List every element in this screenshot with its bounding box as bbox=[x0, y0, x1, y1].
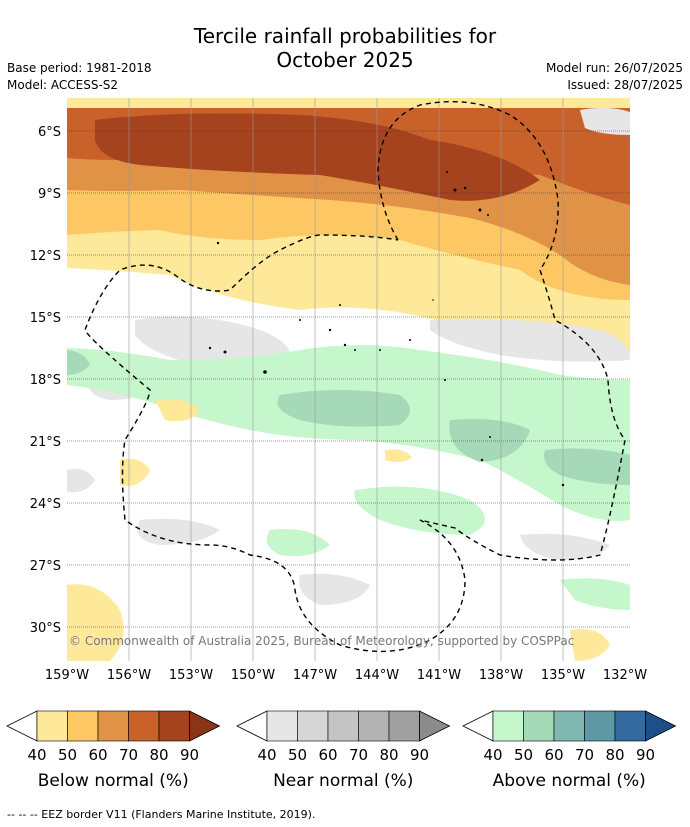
lon-label: 141°W bbox=[417, 668, 461, 683]
legend-tick: 60 bbox=[88, 746, 108, 764]
legend-swatch bbox=[358, 710, 390, 742]
legend-tick: 40 bbox=[27, 746, 47, 764]
legend-swatch bbox=[614, 710, 646, 742]
legend-tick: 70 bbox=[118, 746, 139, 764]
lon-label: 144°W bbox=[355, 668, 399, 683]
legend-swatch bbox=[266, 710, 298, 742]
model-name: Model: ACCESS-S2 bbox=[7, 78, 119, 92]
lat-label: 9°S bbox=[38, 187, 61, 202]
model-run: Model run: 26/07/2025 bbox=[545, 61, 683, 75]
legend-tick: 50 bbox=[287, 746, 308, 764]
lat-label: 21°S bbox=[30, 435, 61, 450]
meta-right: Model run: 26/07/2025 Issued: 28/07/2025 bbox=[546, 60, 683, 94]
islands bbox=[208, 171, 565, 487]
legend-under-arrow bbox=[462, 710, 494, 742]
legend-tick: 40 bbox=[483, 746, 503, 764]
lon-label: 132°W bbox=[603, 668, 647, 683]
latitude-labels: 6°S 9°S 12°S 15°S 18°S 21°S 24°S 27°S 30°S bbox=[30, 125, 61, 636]
legend-tick: 90 bbox=[409, 746, 430, 764]
eez-footnote: -- -- -- EEZ border V11 (Flanders Marine… bbox=[7, 808, 316, 821]
lon-label: 153°W bbox=[169, 668, 213, 683]
lat-label: 12°S bbox=[30, 249, 61, 264]
legend-tick: 90 bbox=[179, 746, 200, 764]
legend-swatch bbox=[67, 710, 99, 742]
legend-over-arrow bbox=[645, 710, 677, 742]
legend-swatch bbox=[553, 710, 585, 742]
legend-under-arrow bbox=[6, 710, 38, 742]
legend-bar bbox=[236, 710, 451, 742]
legend-bar bbox=[462, 710, 677, 742]
lon-label: 135°W bbox=[541, 668, 585, 683]
legend-swatch bbox=[36, 710, 68, 742]
base-period: Base period: 1981-2018 bbox=[7, 61, 152, 75]
legend-colorbars bbox=[6, 710, 677, 742]
legend-swatch bbox=[97, 710, 129, 742]
legend-tick: 40 bbox=[257, 746, 277, 764]
legend-swatch bbox=[492, 710, 524, 742]
longitude-labels: 159°W 156°W 153°W 150°W 147°W 144°W 141°W 138°W… bbox=[45, 668, 647, 683]
legend-tick: 60 bbox=[318, 746, 338, 764]
lat-label: 30°S bbox=[30, 621, 61, 636]
lat-label: 27°S bbox=[30, 559, 61, 574]
lat-label: 24°S bbox=[30, 497, 61, 512]
legend-tick: 50 bbox=[513, 746, 534, 764]
issued-date: Issued: 28/07/2025 bbox=[567, 78, 683, 92]
legend-bar bbox=[6, 710, 221, 742]
legend-tick: 50 bbox=[57, 746, 78, 764]
lon-label: 138°W bbox=[479, 668, 523, 683]
legend-swatch bbox=[327, 710, 359, 742]
legend-tick: 80 bbox=[379, 746, 399, 764]
legend-swatch bbox=[128, 710, 160, 742]
legend-tick: 80 bbox=[605, 746, 625, 764]
legend-swatch bbox=[523, 710, 555, 742]
legend-swatch bbox=[297, 710, 329, 742]
legend-tick: 80 bbox=[149, 746, 169, 764]
lat-label: 18°S bbox=[30, 373, 61, 388]
legend-title: Near normal (%) bbox=[273, 771, 414, 791]
lat-label: 6°S bbox=[38, 125, 61, 140]
legend-under-arrow bbox=[236, 710, 268, 742]
copyright-text: © Commonwealth of Australia 2025, Bureau… bbox=[69, 634, 574, 648]
legend-tick: 70 bbox=[574, 746, 595, 764]
legend-tick: 90 bbox=[635, 746, 656, 764]
legend-title: Below normal (%) bbox=[37, 771, 189, 791]
map-title: Tercile rainfall probabilities for Octob… bbox=[0, 24, 690, 72]
legend-swatch bbox=[584, 710, 616, 742]
title-line-2: October 2025 bbox=[276, 48, 414, 72]
legend-tick: 70 bbox=[348, 746, 369, 764]
title-line-1: Tercile rainfall probabilities for bbox=[193, 24, 497, 48]
probability-field bbox=[67, 98, 630, 661]
meta-left: Base period: 1981-2018 Model: ACCESS-S2 bbox=[7, 60, 152, 94]
lat-label: 15°S bbox=[30, 311, 61, 326]
legend-over-arrow bbox=[419, 710, 451, 742]
legend-tick: 60 bbox=[544, 746, 564, 764]
legend-swatch bbox=[158, 710, 190, 742]
lon-label: 156°W bbox=[107, 668, 151, 683]
legend-over-arrow bbox=[189, 710, 221, 742]
legend-swatch bbox=[388, 710, 420, 742]
lon-label: 150°W bbox=[231, 668, 275, 683]
lon-label: 159°W bbox=[45, 668, 89, 683]
lon-label: 147°W bbox=[293, 668, 337, 683]
legend-title: Above normal (%) bbox=[492, 771, 646, 791]
